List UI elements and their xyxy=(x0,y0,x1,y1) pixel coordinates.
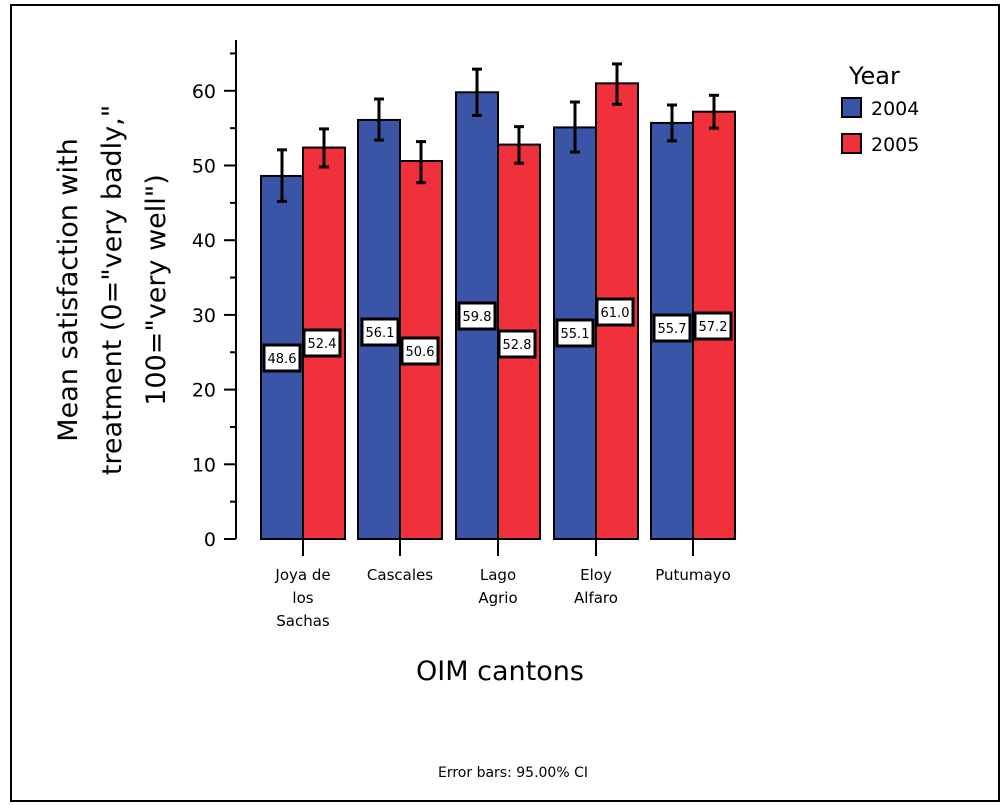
y-tick-label: 60 xyxy=(192,81,216,103)
y-tick-label: 50 xyxy=(192,156,216,178)
value-label: 61.0 xyxy=(601,306,630,321)
legend-swatch xyxy=(841,133,862,154)
y-axis-title-line: Mean satisfaction with xyxy=(53,138,84,441)
value-label-box xyxy=(555,318,595,348)
value-label: 52.8 xyxy=(503,338,532,353)
value-label-box xyxy=(457,301,497,331)
x-category-label: Alfaro xyxy=(574,589,618,607)
value-label-box xyxy=(262,343,302,373)
value-labels: 48.6 56.1 59.8 55.1 55.7 52.4 50.6 52.8 61.0 57.2 xyxy=(262,297,733,373)
value-label-box xyxy=(400,336,440,366)
value-label: 59.8 xyxy=(463,310,492,325)
x-category-label: Joya de xyxy=(274,566,330,584)
x-category-label: Eloy xyxy=(580,566,612,584)
x-category-label: Cascales xyxy=(367,566,433,584)
x-axis-title: OIM cantons xyxy=(416,656,584,687)
value-label-box xyxy=(595,297,635,327)
value-label-box xyxy=(360,317,400,347)
y-axis-title-line: treatment (0="very badly," xyxy=(97,105,128,475)
x-category-label: Sachas xyxy=(276,612,330,630)
y-axis-ticks: 0 10 20 30 40 50 60 xyxy=(192,52,236,551)
value-label: 52.4 xyxy=(308,337,337,352)
value-label: 56.1 xyxy=(366,326,395,341)
legend: 2004 2005 xyxy=(841,97,919,156)
value-label: 50.6 xyxy=(406,345,435,360)
x-axis-categories: Joya de los Sachas Cascales Lago Agrio Eloy Alf… xyxy=(274,539,731,630)
x-category-label: Agrio xyxy=(478,589,517,607)
value-label-box xyxy=(652,313,692,343)
value-label-box xyxy=(497,329,537,359)
value-label-box xyxy=(302,328,342,358)
y-tick-label: 10 xyxy=(192,454,216,476)
x-category-label: Lago xyxy=(480,566,516,584)
y-tick-label: 40 xyxy=(192,230,216,252)
value-label: 55.1 xyxy=(561,327,590,342)
value-label: 48.6 xyxy=(268,352,297,367)
legend-title: Year xyxy=(848,62,900,90)
legend-swatch xyxy=(841,97,862,118)
y-tick-label: 30 xyxy=(192,305,216,327)
bars xyxy=(260,82,736,541)
y-tick-label: 20 xyxy=(192,380,216,402)
error-bars xyxy=(277,62,719,203)
value-label: 57.2 xyxy=(699,320,728,335)
legend-label: 2004 xyxy=(871,98,919,120)
y-tick-label: 0 xyxy=(204,529,216,551)
footnote: Error bars: 95.00% CI xyxy=(438,765,588,781)
value-label-box xyxy=(693,311,733,341)
x-category-label: los xyxy=(292,589,313,607)
y-axis-title: Mean satisfaction with treatment (0="very… xyxy=(53,105,172,475)
value-label: 55.7 xyxy=(658,322,687,337)
y-axis-title-line: 100="very well") xyxy=(141,174,172,405)
legend-label: 2005 xyxy=(871,134,919,156)
x-category-label: Putumayo xyxy=(655,566,731,584)
